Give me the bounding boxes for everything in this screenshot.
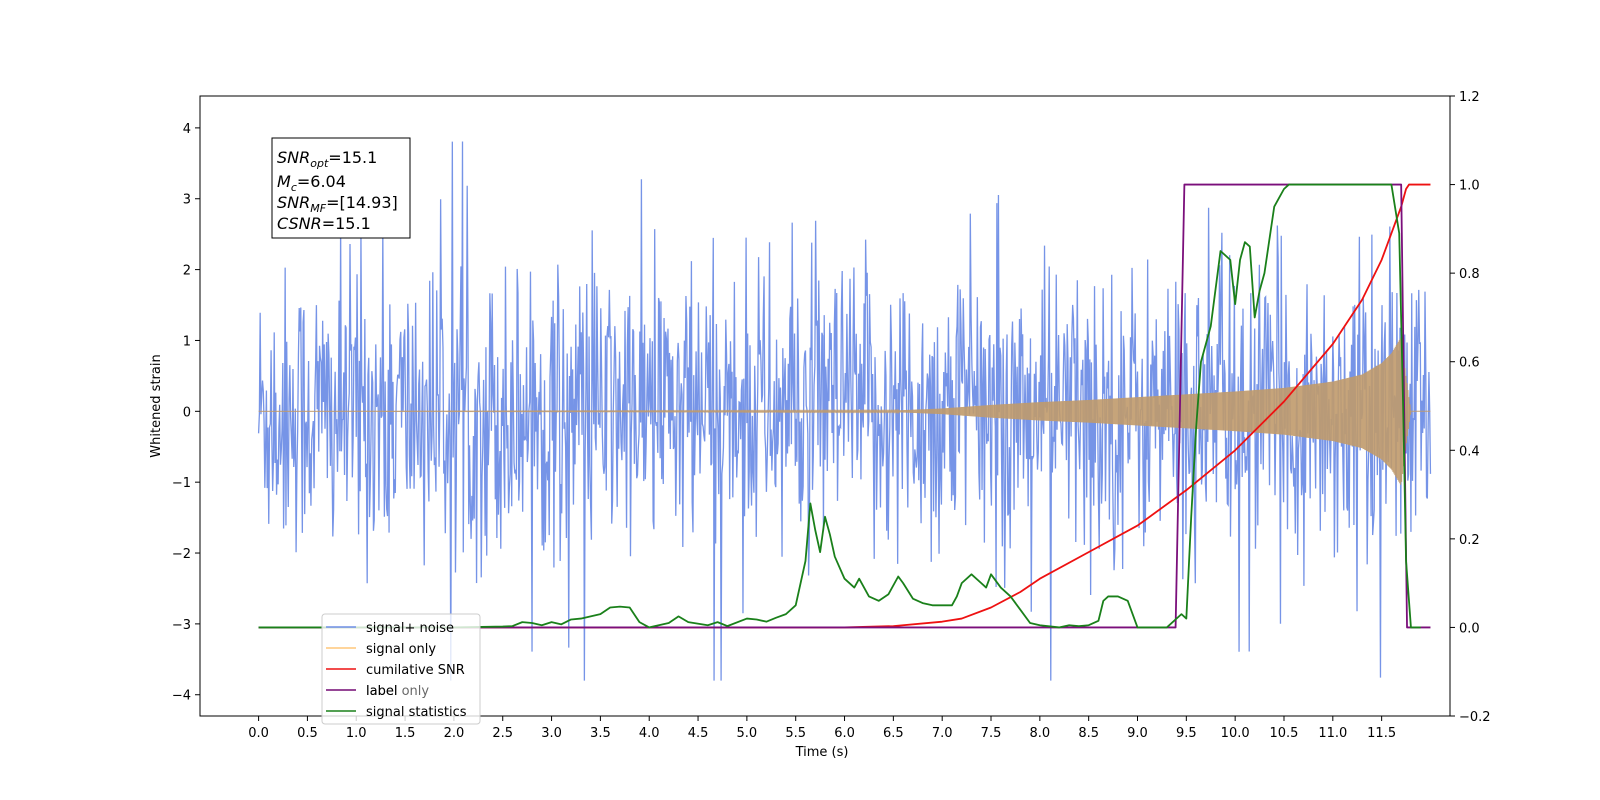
y-left-tick-label: 3 xyxy=(183,193,191,208)
y-right-tick-label: 0.2 xyxy=(1459,533,1480,548)
series-cumilative-snr xyxy=(258,183,1431,629)
y-right-tick-label: 1.0 xyxy=(1459,179,1480,194)
y-left-tick-label: 4 xyxy=(183,122,191,137)
stats-box-frame xyxy=(271,137,411,239)
x-tick-label: 4.5 xyxy=(688,726,709,741)
legend-frame xyxy=(321,613,481,725)
y-left-tick-label: −2 xyxy=(172,547,191,562)
series-signal-only xyxy=(258,336,1431,485)
x-tick-label: 0.0 xyxy=(248,726,269,741)
x-tick-label: 2.0 xyxy=(444,726,465,741)
y-right-tick-label: 0.8 xyxy=(1459,267,1480,282)
x-axis-label: Time (s) xyxy=(795,745,849,760)
x-tick-label: 6.0 xyxy=(834,726,855,741)
y-left-tick-label: 0 xyxy=(183,405,191,420)
legend-item-signal-only: signal only xyxy=(326,642,436,657)
x-tick-label: 2.5 xyxy=(492,726,513,741)
x-tick-label: 7.0 xyxy=(932,726,953,741)
legend-item-label: label xyxy=(326,684,397,699)
stats-box: SNRopt=15.1 Mc=6.04 SNRMF=[14.93] CSNR=1… xyxy=(271,137,411,239)
legend-label: cumilative SNR xyxy=(366,663,465,678)
y-axis-right: −0.2 0.0 0.2 0.4 0.6 0.8 1.0 1.2 xyxy=(1450,90,1491,725)
legend-label: signal statistics xyxy=(366,705,467,720)
y-right-tick-label: 0.0 xyxy=(1459,621,1480,636)
legend-label: label only xyxy=(366,684,429,699)
stats-mc: Mc=6.04 xyxy=(277,172,346,194)
x-tick-label: 5.0 xyxy=(737,726,758,741)
series-signal-statistics xyxy=(258,183,1421,629)
y-left-tick-label: −3 xyxy=(172,618,191,633)
legend-item-signal-noise: signal+ noise xyxy=(326,621,454,636)
x-tick-label: 9.5 xyxy=(1176,726,1197,741)
x-tick-label: 3.5 xyxy=(590,726,611,741)
x-tick-label: 9.0 xyxy=(1127,726,1148,741)
x-tick-label: 5.5 xyxy=(785,726,806,741)
legend-label: signal+ noise xyxy=(366,621,454,636)
y-left-tick-label: 2 xyxy=(183,264,191,279)
series-layer xyxy=(257,141,1432,681)
x-axis: 0.0 0.5 1.0 1.5 2.0 2.5 3.0 3.5 4.0 4.5 5.0 5.5 6.0 6… xyxy=(248,716,1396,741)
plot-frame xyxy=(199,95,1451,717)
x-tick-label: 8.5 xyxy=(1078,726,1099,741)
y-right-tick-label: −0.2 xyxy=(1459,710,1491,725)
x-tick-label: 4.0 xyxy=(639,726,660,741)
stats-snr-opt: SNRopt=15.1 xyxy=(277,148,377,170)
y-left-tick-label: 1 xyxy=(183,334,191,349)
x-tick-label: 3.0 xyxy=(541,726,562,741)
stats-csnr: CSNR=15.1 xyxy=(277,214,371,233)
y-right-tick-label: 0.4 xyxy=(1459,444,1480,459)
x-tick-label: 1.0 xyxy=(346,726,367,741)
x-tick-label: 0.5 xyxy=(297,726,318,741)
legend-label: label xyxy=(366,684,397,699)
y-axis-left: −4 −3 −2 −1 0 1 2 3 4 xyxy=(172,122,200,704)
legend-item-signal-statistics: signal statistics xyxy=(326,705,467,720)
x-tick-label: 8.0 xyxy=(1030,726,1051,741)
x-tick-label: 11.0 xyxy=(1318,726,1347,741)
legend: signal+ noise signal only cumilative SNR… xyxy=(321,613,481,725)
y-axis-label: Whitened strain xyxy=(149,354,164,457)
legend-label: signal only xyxy=(366,642,436,657)
x-tick-label: 7.5 xyxy=(981,726,1002,741)
x-tick-label: 6.5 xyxy=(883,726,904,741)
series-signal-noise xyxy=(257,141,1432,681)
stats-snr-mf: SNRMF=[14.93] xyxy=(277,193,398,215)
x-tick-label: 11.5 xyxy=(1367,726,1396,741)
x-tick-label: 10.0 xyxy=(1221,726,1250,741)
y-left-tick-label: −1 xyxy=(172,476,191,491)
x-tick-label: 1.5 xyxy=(395,726,416,741)
legend-item-cumulative-snr: cumilative SNR xyxy=(326,663,465,678)
y-right-tick-label: 0.6 xyxy=(1459,356,1480,371)
y-right-tick-label: 1.2 xyxy=(1459,90,1480,105)
y-left-tick-label: −4 xyxy=(172,689,191,704)
x-tick-label: 10.5 xyxy=(1270,726,1299,741)
